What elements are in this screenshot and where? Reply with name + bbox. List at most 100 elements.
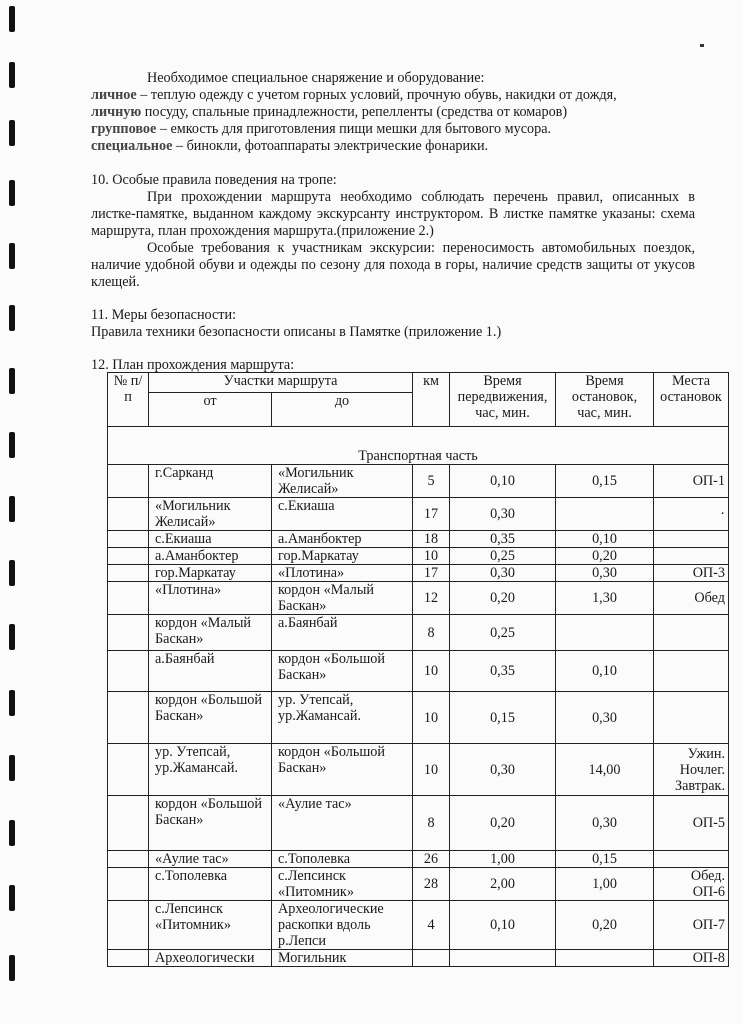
cell-place: ОП-3 [653,564,729,582]
cell-from: Археологически [148,949,272,967]
cell-num [107,691,149,744]
header-segments: Участки маршрута [148,372,413,393]
header-num: № п/п [107,372,149,427]
cell-stop: 0,30 [555,691,654,744]
section-11-text: Правила техники безопасности описаны в П… [91,324,502,340]
cell-stop [555,614,654,651]
binder-hole [9,755,15,781]
cell-from: кордон «Большой Баскан» [148,795,272,851]
cell-place: Обед [653,581,729,615]
cell-place [653,547,729,565]
cell-km: 8 [412,795,450,851]
cell-num [107,743,149,796]
cell-from: ур. Утепсай, ур.Жамансай. [148,743,272,796]
cell-num [107,497,149,531]
cell-km: 10 [412,547,450,565]
cell-move: 0,20 [449,581,556,615]
section-11: 11. Меры безопасности: Правила техники б… [91,307,695,341]
header-stop-time: Время остановок, час, мин. [555,372,654,427]
cell-place: ОП-8 [653,949,729,967]
cell-move: 0,25 [449,547,556,565]
cell-move: 0,30 [449,497,556,531]
cell-num [107,650,149,692]
table-row: кордон «Малый Баскан» а.Баянбай 8 0,25 [107,614,729,651]
cell-km: 4 [412,900,450,950]
header-to: до [271,392,413,427]
cell-to: ур. Утепсай, ур.Жамансай. [271,691,413,744]
table-row: а.Аманбоктер гор.Маркатау 10 0,25 0,20 [107,547,729,565]
cell-num [107,900,149,950]
cell-from: а.Аманбоктер [148,547,272,565]
cell-from: кордон «Большой Баскан» [148,691,272,744]
cell-move: 0,20 [449,795,556,851]
binder-hole [9,624,15,650]
cell-from: кордон «Малый Баскан» [148,614,272,651]
cell-move: 0,35 [449,530,556,548]
cell-move: 0,30 [449,743,556,796]
equipment-section: Необходимое специальное снаряжение и обо… [91,70,695,155]
cell-to: Археологические раскопки вдоль р.Лепси [271,900,413,950]
table-row: а.Баянбай кордон «Большой Баскан» 10 0,35 0,… [107,650,729,692]
header-move-time: Время передвижения, час, мин. [449,372,556,427]
table-row: «Аулие тас» с.Тополевка 26 1,00 0,15 [107,850,729,868]
line-text: – теплую одежду с учетом горных условий,… [136,87,617,103]
cell-num [107,614,149,651]
cell-to: с.Екиаша [271,497,413,531]
binder-hole [9,560,15,586]
equipment-line: личное – теплую одежду с учетом горных у… [91,87,695,104]
cell-stop [555,949,654,967]
cell-stop: 0,10 [555,530,654,548]
header-stops: Места остановок [653,372,729,427]
section-12-heading: 12. План прохождения маршрута: [91,357,295,373]
cell-km: 10 [412,650,450,692]
table-row: ур. Утепсай, ур.Жамансай. кордон «Большой… [107,743,729,796]
line-lead: групповое [91,121,157,137]
equipment-line: групповое – емкость для приготовления пи… [91,121,695,138]
cell-place: Обед. ОП-6 [653,867,729,901]
cell-move [449,949,556,967]
cell-km: 12 [412,581,450,615]
table-row: г.Сарканд «Могильник Желисай» 5 0,10 0,15 ОП-… [107,464,729,498]
cell-to: «Могильник Желисай» [271,464,413,498]
cell-to: гор.Маркатау [271,547,413,565]
header-km: км [412,372,450,427]
cell-km: 18 [412,530,450,548]
cell-move: 0,15 [449,691,556,744]
cell-to: а.Баянбай [271,614,413,651]
cell-to: а.Аманбоктер [271,530,413,548]
section-10-para1: При прохождении маршрута необходимо собл… [91,189,695,239]
cell-place [653,614,729,651]
cell-move: 0,30 [449,564,556,582]
binder-hole [9,820,15,846]
binder-hole [9,6,15,32]
table-row: «Плотина» кордон «Малый Баскан» 12 0,20 1,30… [107,581,729,615]
cell-move: 2,00 [449,867,556,901]
header-from: от [148,392,272,427]
cell-place: Ужин. Ночлег. Завтрак. [653,743,729,796]
cell-move: 0,35 [449,650,556,692]
binder-hole [9,120,15,146]
cell-km: 17 [412,497,450,531]
cell-from: гор.Маркатау [148,564,272,582]
cell-km: 26 [412,850,450,868]
cell-stop: 0,15 [555,850,654,868]
cell-km: 10 [412,743,450,796]
table-row: кордон «Большой Баскан» «Аулие тас» 8 0,20 0… [107,795,729,851]
cell-place: ОП-7 [653,900,729,950]
cell-move: 0,25 [449,614,556,651]
cell-num [107,795,149,851]
table-row: с.Тополевка с.Лепсинск «Питомник» 28 2,00 1,… [107,867,729,901]
table-row: Археологически Могильник ОП-8 [107,949,729,967]
table-row: «Могильник Желисай» с.Екиаша 17 0,30 · [107,497,729,531]
cell-to: с.Тополевка [271,850,413,868]
cell-to: кордон «Большой Баскан» [271,743,413,796]
binder-hole [9,955,15,981]
cell-place: ОП-5 [653,795,729,851]
equipment-line: специальное – бинокли, фотоаппараты элек… [91,138,695,155]
cell-num [107,564,149,582]
cell-from: с.Тополевка [148,867,272,901]
section-label: Транспортная часть [107,426,729,465]
scan-speck [700,44,704,47]
route-plan-table: № п/п Участки маршрута км Время передвиж… [107,372,729,967]
cell-km: 5 [412,464,450,498]
